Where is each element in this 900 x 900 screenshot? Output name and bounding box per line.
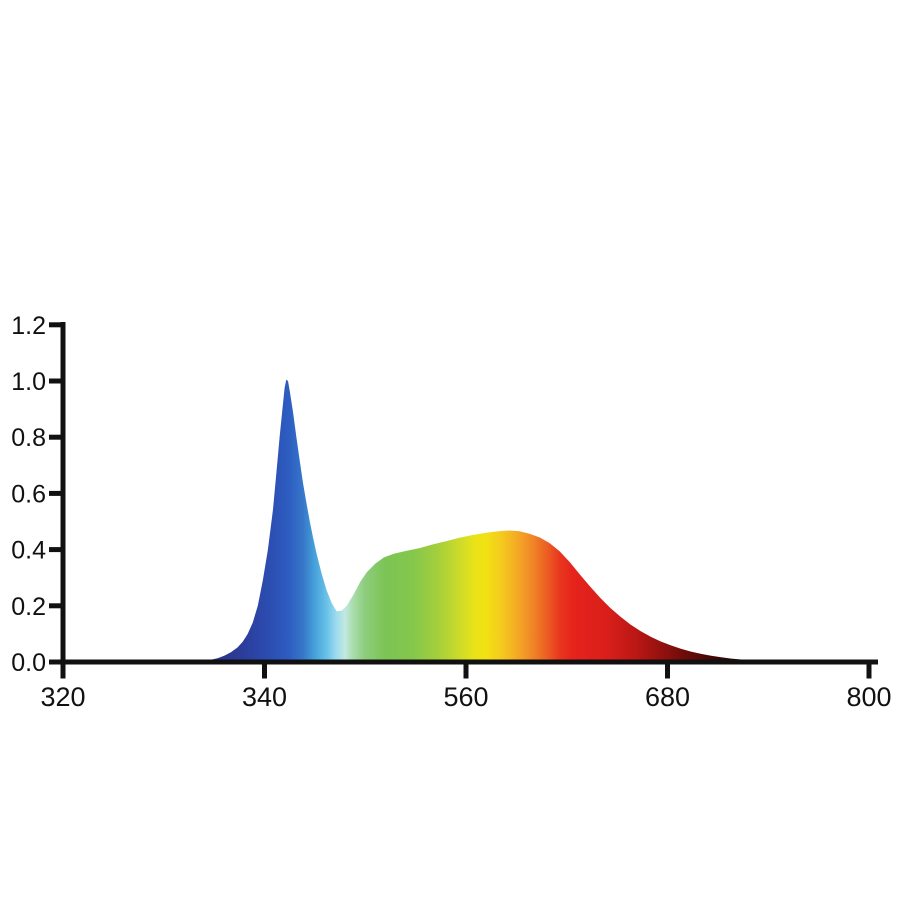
- x-tick-label: 680: [645, 682, 690, 712]
- y-tick-label: 0.8: [11, 424, 46, 452]
- x-tick-mark: [866, 662, 872, 679]
- x-tick-label: 560: [443, 682, 488, 712]
- y-tick-label: 0.4: [11, 537, 46, 565]
- y-tick-mark: [49, 378, 63, 384]
- x-tick-mark: [665, 662, 670, 679]
- x-tick-mark: [60, 662, 66, 679]
- x-tick-label: 800: [846, 682, 891, 712]
- y-tick-label: 0.2: [11, 593, 46, 621]
- x-tick-mark: [262, 662, 267, 679]
- y-tick-label: 1.2: [11, 312, 46, 340]
- y-tick-mark: [49, 603, 63, 609]
- y-tick-mark: [49, 434, 63, 440]
- spectrum-area: [197, 379, 779, 662]
- x-axis-line: [60, 659, 878, 665]
- y-tick-mark: [49, 659, 63, 665]
- y-tick-mark: [49, 322, 63, 328]
- y-tick-label: 1.0: [11, 368, 46, 396]
- y-tick-label: 0.0: [11, 649, 46, 677]
- x-tick-label: 320: [40, 682, 85, 712]
- x-tick-label: 340: [242, 682, 287, 712]
- y-tick-label: 0.6: [11, 480, 46, 508]
- x-tick-mark: [463, 662, 469, 679]
- y-tick-mark: [49, 547, 63, 553]
- y-tick-mark: [49, 490, 63, 496]
